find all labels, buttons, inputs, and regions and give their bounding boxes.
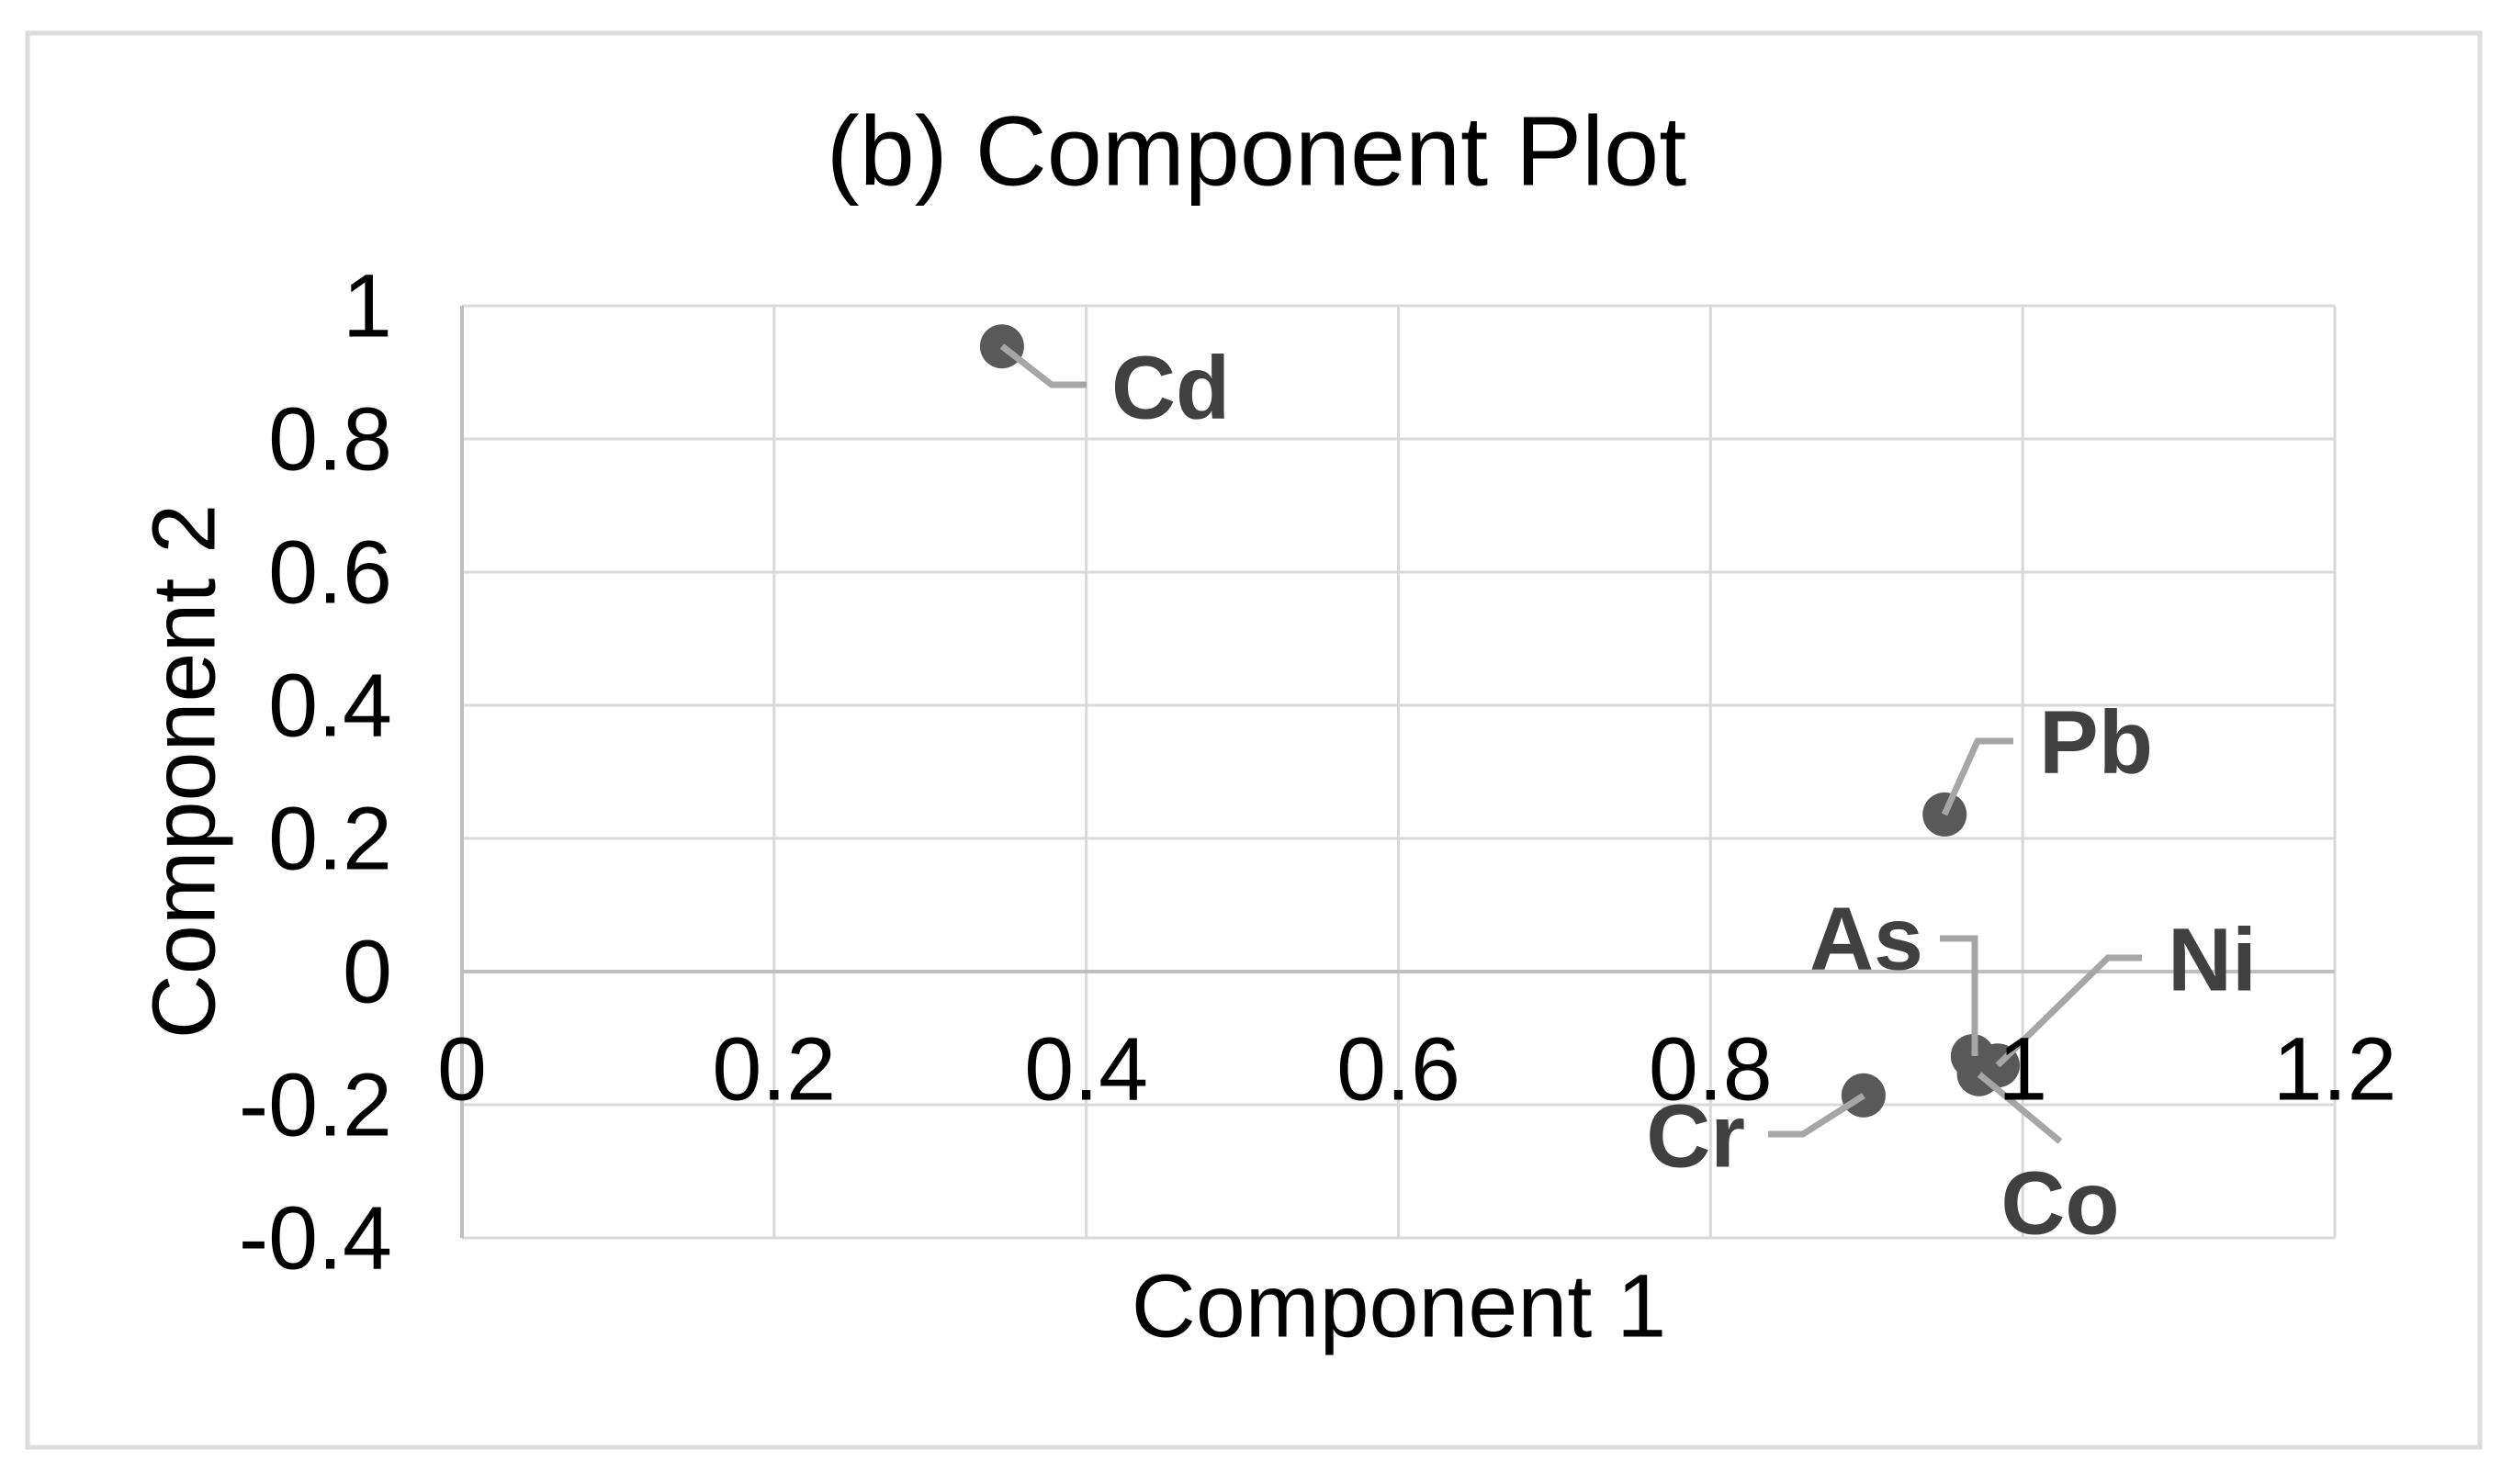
figure-border bbox=[25, 30, 2483, 1450]
x-tick-label-0.6: 0.6 bbox=[1336, 1019, 1460, 1119]
y-tick-label--0.4: -0.4 bbox=[239, 1188, 392, 1288]
x-tick-label-0.4: 0.4 bbox=[1024, 1019, 1148, 1119]
leader-line-Cd bbox=[999, 343, 1087, 388]
point-label-Cd: Cd bbox=[1111, 338, 1230, 438]
callout-leader-lines bbox=[999, 343, 2142, 1144]
x-axis-title: Component 1 bbox=[1132, 1256, 1666, 1356]
point-labels: Cd Pb As Ni Co Cr bbox=[1111, 338, 2257, 1254]
y-tick-label-1: 1 bbox=[343, 256, 392, 356]
x-tick-label-0: 0 bbox=[437, 1019, 487, 1119]
y-tick-label-0.6: 0.6 bbox=[268, 523, 392, 623]
point-label-Co: Co bbox=[2000, 1153, 2119, 1254]
point-label-Pb: Pb bbox=[2039, 692, 2153, 793]
y-tick-label--0.2: -0.2 bbox=[239, 1055, 392, 1155]
point-label-Ni: Ni bbox=[2168, 910, 2257, 1010]
x-tick-label-0.2: 0.2 bbox=[712, 1019, 836, 1119]
x-tick-label-1: 1 bbox=[1998, 1019, 2047, 1119]
leader-line-Pb bbox=[1941, 737, 2013, 816]
leader-line-Cr bbox=[1768, 1093, 1865, 1138]
leader-line-Co bbox=[1977, 1072, 2063, 1144]
point-label-Cr: Cr bbox=[1646, 1086, 1745, 1186]
leader-line-As bbox=[1940, 935, 1978, 1056]
axis-lines bbox=[460, 306, 2335, 1238]
x-tick-label-0.8: 0.8 bbox=[1649, 1019, 1773, 1119]
y-axis-title: Component 2 bbox=[134, 504, 234, 1039]
x-tick-label-1.2: 1.2 bbox=[2273, 1019, 2397, 1119]
y-tick-label-0.2: 0.2 bbox=[268, 789, 392, 889]
chart-title: (b) Component Plot bbox=[827, 96, 1686, 207]
x-axis-tick-labels: 0 0.2 0.4 0.6 0.8 1 1.2 bbox=[437, 1019, 2396, 1119]
y-tick-label-0.4: 0.4 bbox=[268, 656, 392, 756]
data-point-Cr bbox=[1841, 1073, 1886, 1118]
leader-line-Ni bbox=[1995, 954, 2142, 1068]
y-tick-label-0.8: 0.8 bbox=[268, 389, 392, 489]
y-axis-tick-labels: 1 0.8 0.6 0.4 0.2 0 -0.2 -0.4 bbox=[239, 256, 392, 1288]
y-tick-label-0: 0 bbox=[343, 922, 392, 1022]
point-label-As: As bbox=[1809, 889, 1923, 989]
